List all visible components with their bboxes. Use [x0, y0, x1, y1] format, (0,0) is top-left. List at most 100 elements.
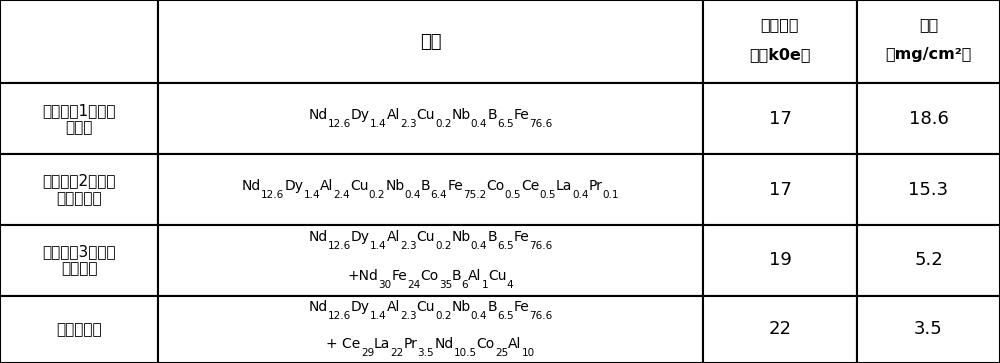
Text: Nb: Nb — [452, 300, 471, 314]
Text: Nb: Nb — [452, 108, 471, 122]
Text: Pr: Pr — [589, 179, 602, 193]
Text: Co: Co — [477, 337, 495, 351]
Text: 25: 25 — [495, 347, 508, 358]
Text: 3.5: 3.5 — [914, 321, 943, 338]
Text: Al: Al — [320, 179, 334, 193]
Bar — [0, 225, 158, 296]
Text: 3.5: 3.5 — [418, 347, 434, 358]
Text: 0.4: 0.4 — [404, 189, 421, 200]
Text: 4: 4 — [507, 280, 513, 290]
Text: Al: Al — [508, 337, 521, 351]
Text: Co: Co — [421, 269, 439, 282]
Text: 0.1: 0.1 — [602, 189, 619, 200]
Bar — [703, 154, 857, 225]
Text: 本发明方法: 本发明方法 — [56, 322, 102, 337]
Text: Fe: Fe — [447, 179, 463, 193]
Text: 0.2: 0.2 — [435, 119, 452, 129]
Text: 22: 22 — [390, 347, 404, 358]
Text: 0.5: 0.5 — [504, 189, 521, 200]
Text: La: La — [374, 337, 390, 351]
Bar — [158, 0, 703, 83]
Text: 5.2: 5.2 — [914, 252, 943, 269]
Text: 0.4: 0.4 — [471, 119, 487, 129]
Text: Nd: Nd — [308, 108, 328, 122]
Text: 对比样品1（主相
合金）: 对比样品1（主相 合金） — [42, 103, 116, 135]
Text: 12.6: 12.6 — [328, 241, 351, 251]
Text: Fe: Fe — [514, 231, 529, 244]
Text: Al: Al — [387, 108, 400, 122]
Text: Pr: Pr — [404, 337, 418, 351]
Bar — [158, 154, 703, 225]
Text: Dy: Dy — [351, 300, 370, 314]
Text: 1.4: 1.4 — [304, 189, 320, 200]
Text: 18.6: 18.6 — [909, 110, 948, 128]
Text: Nd: Nd — [308, 231, 328, 244]
Text: Nd: Nd — [242, 179, 261, 193]
Bar — [158, 225, 703, 296]
Text: B: B — [487, 300, 497, 314]
Bar — [857, 225, 1000, 296]
Text: 2.4: 2.4 — [334, 189, 350, 200]
Text: 29: 29 — [361, 347, 374, 358]
Text: Dy: Dy — [351, 108, 370, 122]
Text: Nd: Nd — [308, 300, 328, 314]
Text: Cu: Cu — [350, 179, 369, 193]
Text: 22: 22 — [768, 321, 791, 338]
Text: Ce: Ce — [521, 179, 539, 193]
Text: 0.4: 0.4 — [572, 189, 589, 200]
Text: 76.6: 76.6 — [529, 119, 553, 129]
Bar — [158, 296, 703, 363]
Text: 0.4: 0.4 — [471, 311, 487, 321]
Text: Fe: Fe — [392, 269, 407, 282]
Text: 35: 35 — [439, 280, 452, 290]
Text: 2.3: 2.3 — [400, 311, 417, 321]
Text: Al: Al — [387, 231, 400, 244]
Text: 1.4: 1.4 — [370, 311, 387, 321]
Text: 0.5: 0.5 — [539, 189, 556, 200]
Text: 力（k0e）: 力（k0e） — [749, 47, 811, 62]
Text: 2.3: 2.3 — [400, 241, 417, 251]
Bar — [857, 296, 1000, 363]
Text: Cu: Cu — [417, 231, 435, 244]
Text: 12.6: 12.6 — [328, 311, 351, 321]
Text: 0.2: 0.2 — [435, 241, 452, 251]
Text: 内禀矫顽: 内禀矫顽 — [761, 17, 799, 32]
Bar — [703, 225, 857, 296]
Bar — [0, 296, 158, 363]
Text: 24: 24 — [407, 280, 421, 290]
Text: 对比样品3（常规
双合金）: 对比样品3（常规 双合金） — [42, 244, 116, 277]
Text: B: B — [487, 108, 497, 122]
Text: 1: 1 — [482, 280, 488, 290]
Text: 76.6: 76.6 — [529, 241, 553, 251]
Text: 成分: 成分 — [420, 33, 441, 51]
Bar — [0, 0, 158, 83]
Text: Co: Co — [486, 179, 504, 193]
Text: 0.2: 0.2 — [369, 189, 385, 200]
Text: Cu: Cu — [488, 269, 507, 282]
Bar — [158, 83, 703, 154]
Text: 17: 17 — [769, 110, 791, 128]
Text: 1.4: 1.4 — [370, 241, 387, 251]
Text: + Ce: + Ce — [326, 337, 361, 351]
Text: 76.6: 76.6 — [529, 311, 553, 321]
Bar — [703, 83, 857, 154]
Text: 6: 6 — [462, 280, 468, 290]
Text: 75.2: 75.2 — [463, 189, 486, 200]
Text: Al: Al — [468, 269, 482, 282]
Text: 12.6: 12.6 — [328, 119, 351, 129]
Text: Nb: Nb — [452, 231, 471, 244]
Text: 6.4: 6.4 — [431, 189, 447, 200]
Text: Cu: Cu — [417, 108, 435, 122]
Text: 17: 17 — [769, 181, 791, 199]
Bar — [703, 0, 857, 83]
Text: 0.2: 0.2 — [435, 311, 452, 321]
Text: Al: Al — [387, 300, 400, 314]
Bar — [857, 83, 1000, 154]
Text: Dy: Dy — [351, 231, 370, 244]
Text: 6.5: 6.5 — [497, 119, 514, 129]
Text: （mg/cm²）: （mg/cm²） — [885, 47, 972, 62]
Bar — [0, 83, 158, 154]
Text: 6.5: 6.5 — [497, 311, 514, 321]
Text: 1.4: 1.4 — [370, 119, 387, 129]
Text: +Nd: +Nd — [348, 269, 378, 282]
